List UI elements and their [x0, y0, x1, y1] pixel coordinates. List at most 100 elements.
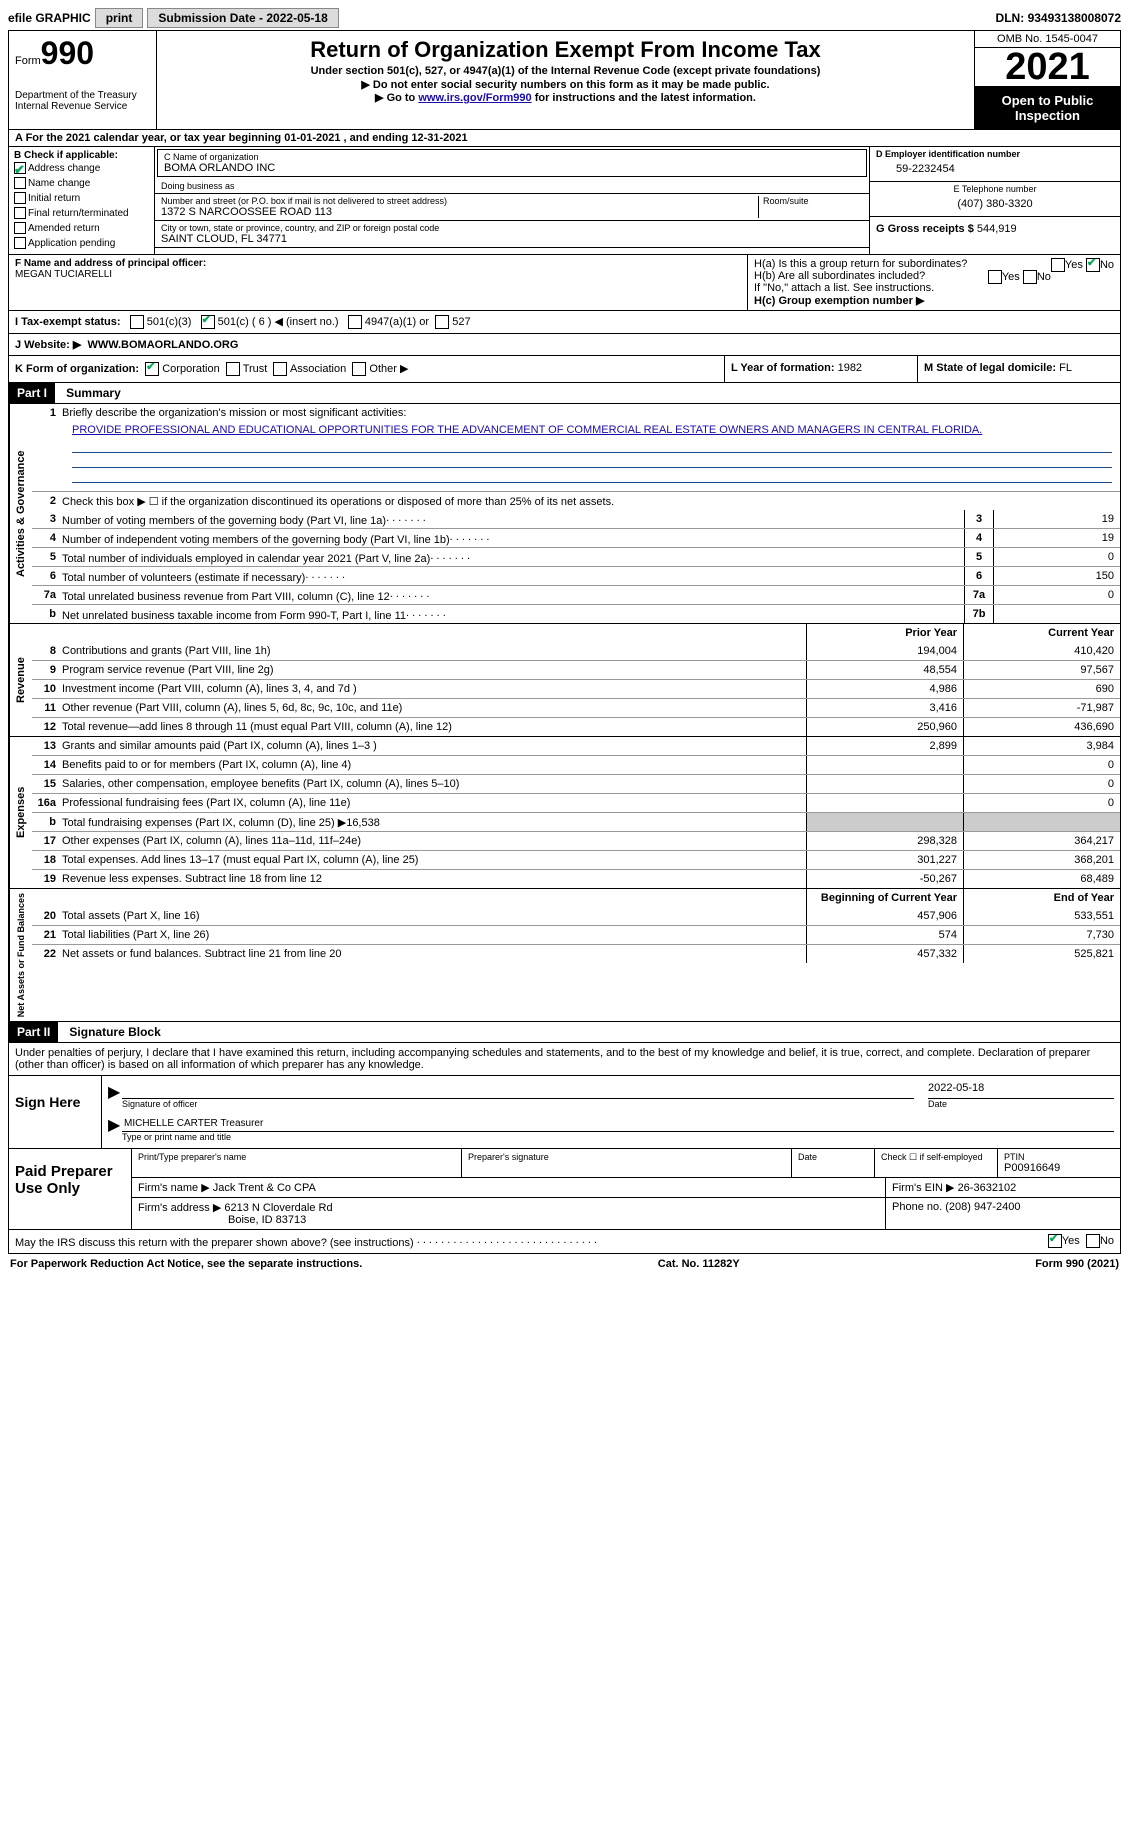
end-year-hdr: End of Year: [963, 889, 1120, 907]
print-name-label: Print/Type preparer's name: [138, 1152, 455, 1162]
website-row: J Website: ▶ WWW.BOMAORLANDO.ORG: [9, 333, 1120, 355]
gross-value: 544,919: [977, 223, 1017, 235]
self-employed-check[interactable]: Check ☐ if self-employed: [875, 1149, 998, 1177]
current-year-hdr: Current Year: [963, 624, 1120, 642]
penalties-text: Under penalties of perjury, I declare th…: [9, 1043, 1120, 1075]
tax-year: 2021: [975, 48, 1120, 87]
goto-instructions: ▶ Go to www.irs.gov/Form990 for instruct…: [161, 91, 970, 104]
ptin-value: P00916649: [1004, 1162, 1114, 1174]
line-desc: Revenue less expenses. Subtract line 18 …: [62, 872, 806, 886]
footer-left: For Paperwork Reduction Act Notice, see …: [10, 1258, 362, 1270]
paid-preparer-label: Paid Preparer Use Only: [9, 1149, 132, 1229]
line-desc: Grants and similar amounts paid (Part IX…: [62, 739, 806, 753]
chk-application-pending[interactable]: Application pending: [14, 236, 149, 251]
tax-exempt-row: I Tax-exempt status: 501(c)(3) 501(c) ( …: [15, 315, 1114, 329]
line-desc: Salaries, other compensation, employee b…: [62, 777, 806, 791]
footer-right: Form 990 (2021): [1035, 1258, 1119, 1270]
part1-title: Summary: [58, 383, 129, 403]
org-name: BOMA ORLANDO INC: [164, 162, 860, 174]
line-desc: Total revenue—add lines 8 through 11 (mu…: [62, 720, 806, 734]
line-desc: Total number of individuals employed in …: [62, 549, 964, 566]
addr-label: Number and street (or P.O. box if mail i…: [161, 196, 758, 206]
line-desc: Number of voting members of the governin…: [62, 511, 964, 528]
line-desc: Other expenses (Part IX, column (A), lin…: [62, 834, 806, 848]
line-desc: Other revenue (Part VIII, column (A), li…: [62, 701, 806, 715]
line-desc: Total fundraising expenses (Part IX, col…: [62, 815, 806, 830]
line-desc: Contributions and grants (Part VIII, lin…: [62, 644, 806, 658]
firm-addr-label: Firm's address ▶: [138, 1202, 221, 1214]
footer-mid: Cat. No. 11282Y: [658, 1258, 740, 1270]
city-label: City or town, state or province, country…: [161, 223, 863, 233]
chk-initial-return[interactable]: Initial return: [14, 191, 149, 206]
begin-year-hdr: Beginning of Current Year: [806, 889, 963, 907]
ptin-label: PTIN: [1004, 1152, 1114, 1162]
chk-address-change[interactable]: Address change: [14, 161, 149, 176]
firm-phone: (208) 947-2400: [945, 1201, 1020, 1213]
line-desc: Investment income (Part VIII, column (A)…: [62, 682, 806, 696]
firm-ein-label: Firm's EIN ▶: [892, 1182, 955, 1194]
calendar-year-row: A For the 2021 calendar year, or tax yea…: [9, 130, 1120, 147]
part1-header: Part I: [9, 383, 55, 403]
firm-name: Jack Trent & Co CPA: [213, 1182, 316, 1194]
line-desc: Total unrelated business revenue from Pa…: [62, 587, 964, 604]
line-desc: Total number of volunteers (estimate if …: [62, 568, 964, 585]
form-subtitle: Under section 501(c), 527, or 4947(a)(1)…: [161, 65, 970, 77]
form-org-row: K Form of organization: Corporation Trus…: [9, 356, 724, 382]
firm-addr1: 6213 N Cloverdale Rd: [224, 1202, 332, 1214]
line-desc: Total assets (Part X, line 16): [62, 909, 806, 923]
year-formation: L Year of formation: 1982: [724, 356, 917, 382]
officer-label: F Name and address of principal officer:: [15, 258, 741, 269]
revenue-label: Revenue: [9, 624, 32, 736]
check-applicable-label: B Check if applicable:: [14, 150, 149, 161]
state-domicile: M State of legal domicile: FL: [917, 356, 1120, 382]
city-value: SAINT CLOUD, FL 34771: [161, 233, 863, 245]
irs-link[interactable]: www.irs.gov/Form990: [418, 92, 531, 104]
line1-desc: Briefly describe the organization's miss…: [62, 406, 1120, 420]
line-desc: Total expenses. Add lines 13–17 (must eq…: [62, 853, 806, 867]
type-name-label: Type or print name and title: [122, 1132, 1114, 1142]
ha-row: H(a) Is this a group return for subordin…: [754, 258, 1114, 270]
efile-label: efile GRAPHIC: [8, 11, 91, 25]
part2-title: Signature Block: [61, 1022, 168, 1042]
hb-note: If "No," attach a list. See instructions…: [754, 282, 1114, 294]
line-desc: Total liabilities (Part X, line 26): [62, 928, 806, 942]
phone-value: (407) 380-3320: [876, 194, 1114, 214]
line-desc: Benefits paid to or for members (Part IX…: [62, 758, 806, 772]
room-label: Room/suite: [763, 196, 863, 206]
prior-year-hdr: Prior Year: [806, 624, 963, 642]
ein-value: 59-2232454: [876, 159, 1114, 179]
line-desc: Professional fundraising fees (Part IX, …: [62, 796, 806, 810]
netassets-label: Net Assets or Fund Balances: [9, 889, 32, 1021]
hc-row: H(c) Group exemption number ▶: [754, 294, 1114, 307]
gross-label: G Gross receipts $: [876, 223, 974, 235]
firm-ein: 26-3632102: [958, 1182, 1017, 1194]
submission-button[interactable]: Submission Date - 2022-05-18: [147, 8, 338, 28]
addr-value: 1372 S NARCOOSSEE ROAD 113: [161, 206, 758, 218]
line-desc: Program service revenue (Part VIII, line…: [62, 663, 806, 677]
print-button[interactable]: print: [95, 8, 144, 28]
discuss-row: May the IRS discuss this return with the…: [9, 1229, 1120, 1253]
dept-label: Department of the Treasury: [15, 90, 150, 101]
dln-label: DLN: 93493138008072: [996, 11, 1121, 25]
form-number: Form990: [15, 35, 150, 72]
officer-name-title: MICHELLE CARTER Treasurer: [124, 1118, 263, 1129]
chk-name-change[interactable]: Name change: [14, 176, 149, 191]
expenses-label: Expenses: [9, 737, 32, 888]
form-title: Return of Organization Exempt From Incom…: [161, 37, 970, 63]
chk-final-return[interactable]: Final return/terminated: [14, 206, 149, 221]
dba-label: Doing business as: [161, 181, 863, 191]
org-name-label: C Name of organization: [164, 152, 860, 162]
irs-label: Internal Revenue Service: [15, 101, 150, 112]
line-desc: Net unrelated business taxable income fr…: [62, 606, 964, 623]
firm-phone-label: Phone no.: [892, 1201, 942, 1213]
date-label: Date: [928, 1099, 1114, 1109]
phone-label: E Telephone number: [876, 184, 1114, 194]
chk-amended-return[interactable]: Amended return: [14, 221, 149, 236]
ein-label: D Employer identification number: [876, 149, 1114, 159]
prep-sig-label: Preparer's signature: [468, 1152, 785, 1162]
line-desc: Number of independent voting members of …: [62, 530, 964, 547]
sig-officer-label: Signature of officer: [122, 1099, 914, 1109]
prep-date-label: Date: [798, 1152, 868, 1162]
line-desc: Net assets or fund balances. Subtract li…: [62, 947, 806, 961]
officer-name: MEGAN TUCIARELLI: [15, 269, 741, 280]
